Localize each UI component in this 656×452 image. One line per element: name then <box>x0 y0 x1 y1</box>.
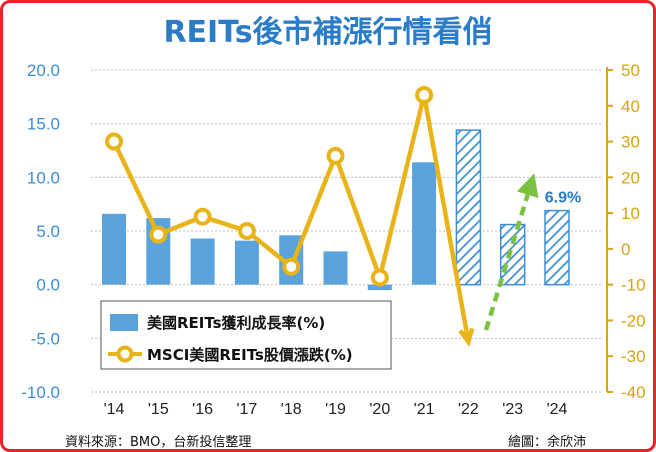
x-tick-label: '21 <box>414 401 435 418</box>
price-change-marker <box>193 207 212 226</box>
bar-data-label: 6.9% <box>545 190 581 207</box>
earnings-growth-bar <box>455 129 482 286</box>
price-change-marker <box>282 257 301 276</box>
left-tick-label: 20.0 <box>27 61 60 80</box>
left-tick-label: 5.0 <box>36 222 60 241</box>
right-tick-label: 50 <box>621 61 640 80</box>
x-tick-label: '20 <box>369 401 390 418</box>
price-change-marker <box>370 268 389 287</box>
right-tick-label: -30 <box>621 347 646 366</box>
x-tick-label: '23 <box>502 401 523 418</box>
x-tick-label: '24 <box>547 401 568 418</box>
earnings-growth-bar <box>367 284 392 291</box>
left-tick-label: 0.0 <box>36 276 60 295</box>
x-tick-label: '17 <box>236 401 257 418</box>
right-tick-label: 10 <box>621 204 640 223</box>
left-tick-label: -5.0 <box>31 329 60 348</box>
earnings-growth-bar <box>412 162 437 285</box>
x-tick-label: '22 <box>458 401 479 418</box>
earnings-growth-bar <box>234 240 259 285</box>
x-tick-label: '19 <box>325 401 346 418</box>
price-change-marker <box>326 146 345 165</box>
price-change-marker <box>415 86 434 105</box>
earnings-growth-bar <box>544 209 570 286</box>
source-note: 資料來源：BMO，台新投信整理 <box>65 435 252 450</box>
price-change-marker <box>105 132 123 151</box>
x-tick-label: '14 <box>104 401 125 418</box>
right-tick-label: -20 <box>621 311 646 330</box>
right-tick-label: -40 <box>621 383 646 402</box>
chart-title: REITs後市補漲行情看俏 <box>163 15 493 50</box>
price-change-marker <box>149 225 168 244</box>
graphic-credit: 繪圖：余欣沛 <box>508 435 587 450</box>
x-tick-label: '18 <box>281 401 302 418</box>
right-tick-label: 0 <box>621 240 630 259</box>
legend-bar-label: 美國REITs獲利成長率(%) <box>147 314 325 332</box>
x-tick-label: '15 <box>148 401 169 418</box>
right-tick-label: 40 <box>621 97 640 116</box>
legend-line-marker <box>116 345 134 363</box>
chart-canvas: 20.0 15.0 10.0 5.0 0.0 -5.0 -10.0 50 40 30 20 10 0 -1… <box>21 61 646 418</box>
left-tick-label: 10.0 <box>27 168 60 187</box>
legend-line-label: MSCI美國REITs股價漲跌(%) <box>147 346 353 364</box>
legend-bar-swatch <box>110 314 138 331</box>
left-tick-label: -10.0 <box>21 383 60 402</box>
x-tick-label: '16 <box>192 401 213 418</box>
rebound-arrow <box>483 173 539 331</box>
earnings-growth-bar <box>102 213 126 285</box>
left-tick-label: 15.0 <box>27 115 60 134</box>
right-tick-label: -10 <box>621 276 646 295</box>
earnings-growth-bar <box>190 238 215 285</box>
legend-box <box>100 300 392 370</box>
earnings-growth-bar <box>499 223 526 286</box>
right-tick-label: 30 <box>621 133 640 152</box>
price-line-arrowhead <box>458 327 475 348</box>
right-tick-label: 20 <box>621 168 640 187</box>
earnings-growth-bar <box>323 251 348 285</box>
price-change-marker <box>237 222 256 240</box>
